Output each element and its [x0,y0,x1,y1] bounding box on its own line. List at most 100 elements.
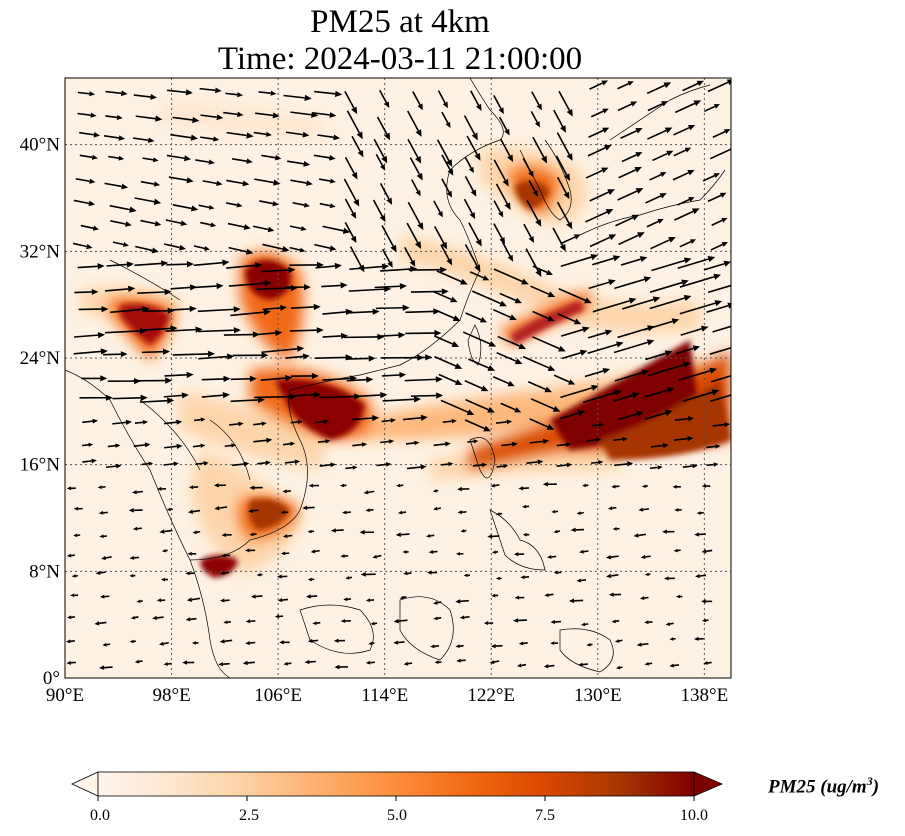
wind-arrow [198,327,241,334]
wind-arrow [652,150,674,162]
wind-arrow [79,154,98,160]
wind-arrow [496,464,509,469]
wind-arrow [73,348,108,355]
wind-arrow [191,641,199,645]
wind-arrow [433,616,442,621]
wind-arrow [710,242,728,251]
wind-arrow [556,442,572,447]
wind-arrow [589,80,609,90]
wind-arrow [169,305,197,313]
wind-arrow [289,261,324,269]
wind-arrow [66,660,76,665]
wind-arrow [253,437,273,443]
wind-arrow [344,90,358,115]
wind-arrow [633,533,647,538]
wind-arrow [342,510,351,515]
wind-arrow [646,82,672,95]
wind-arrow [620,256,648,266]
wind-arrow [230,396,265,404]
wind-arrow [73,533,81,538]
wind-arrow [556,176,570,200]
wind-arrow [501,441,518,447]
wind-arrow [228,280,272,287]
wind-arrow [591,255,621,266]
wind-arrow [712,422,731,428]
wind-arrow [129,573,136,578]
wind-arrow [495,512,503,516]
wind-arrow [649,172,667,181]
wind-arrow [198,353,235,360]
wind-arrow [495,183,511,211]
wind-arrow [553,570,562,575]
wind-arrow [405,329,442,337]
wind-arrow [142,157,159,163]
wind-arrow [254,393,297,400]
wind-arrow [678,367,718,381]
wind-arrow [187,551,197,556]
wind-arrow [344,222,357,244]
wind-arrow [435,309,461,322]
lat-tick-label: 0° [43,668,60,689]
wind-arrow [95,570,106,575]
wind-arrow [244,548,256,553]
wind-arrow [381,225,397,253]
wind-arrow [528,179,538,197]
wind-arrow [434,660,442,665]
wind-arrow [605,554,619,560]
wind-arrow [70,593,79,598]
wind-arrow [560,234,581,245]
wind-arrow [696,511,704,515]
map-plot-area [65,78,731,678]
wind-arrow [498,116,510,136]
wind-arrow [170,133,199,141]
wind-arrow [530,398,561,412]
lon-tick-label: 122°E [467,685,515,706]
wind-arrow [463,573,471,578]
wind-arrow [346,376,374,383]
wind-arrow [464,380,489,392]
wind-arrow [674,100,702,114]
wind-arrow [410,288,449,295]
wind-arrow [621,296,661,310]
wind-arrow [164,243,186,251]
wind-arrow [307,638,319,643]
wind-arrow [201,392,230,399]
wind-arrow [172,116,200,124]
wind-arrow [192,443,206,449]
wind-arrow [406,222,422,249]
wind-arrow [79,131,101,138]
wind-arrow [492,375,515,387]
wind-arrow [397,510,407,515]
wind-arrow [130,615,139,620]
wind-arrow [468,222,482,247]
wind-arrow [406,464,427,470]
wind-arrow [156,598,166,603]
wind-arrow [404,376,443,383]
wind-arrow [289,246,306,253]
wind-arrow [578,662,588,667]
wind-arrow [555,155,570,181]
wind-arrow [225,202,243,208]
wind-arrow [343,597,351,602]
wind-arrow [200,136,220,142]
wind-arrow [163,443,183,449]
wind-arrow [186,597,201,602]
wind-arrow [590,108,609,118]
wind-arrow [74,288,99,295]
wind-arrow [279,640,290,645]
colorbar: 0.0 2.5 5.0 7.5 10.0 [71,771,724,824]
wind-arrow [330,528,344,533]
wind-arrow [393,640,405,645]
wind-arrow [403,661,413,666]
wind-arrow [112,241,129,247]
wind-arrow [373,138,388,164]
wind-arrow [223,620,232,625]
wind-arrow [513,618,528,623]
lat-tick-label: 16°N [20,455,61,476]
wind-arrow [187,509,201,514]
wind-arrow [99,594,110,599]
wind-arrow [172,350,215,358]
wind-arrow [433,600,442,605]
wind-arrow [618,410,644,421]
wind-arrow [232,352,269,359]
